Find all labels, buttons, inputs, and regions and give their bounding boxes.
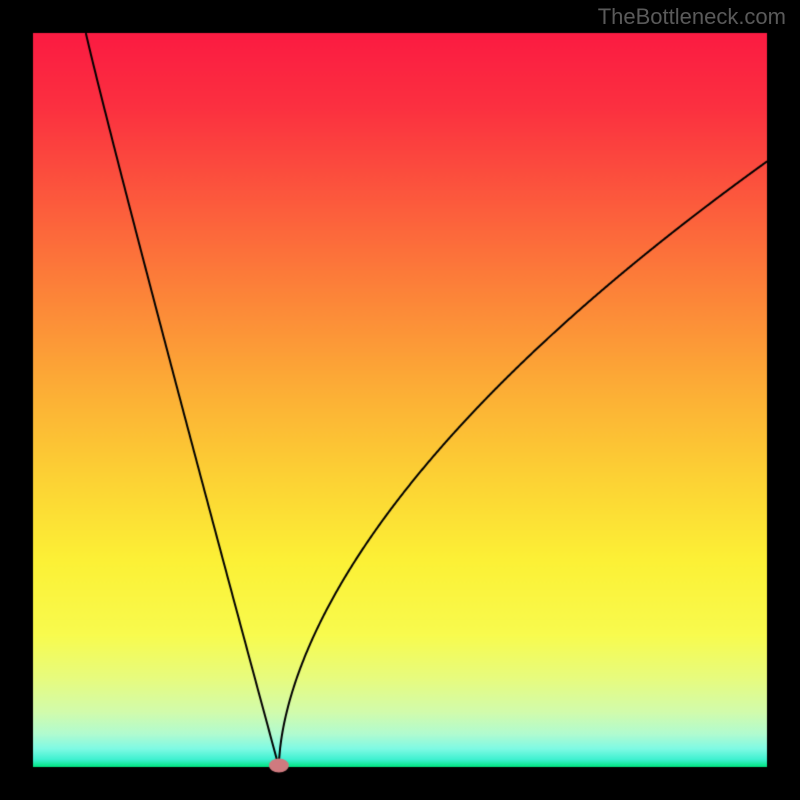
bottleneck-curve-chart	[0, 0, 800, 800]
chart-container: TheBottleneck.com	[0, 0, 800, 800]
watermark-text: TheBottleneck.com	[598, 4, 786, 30]
